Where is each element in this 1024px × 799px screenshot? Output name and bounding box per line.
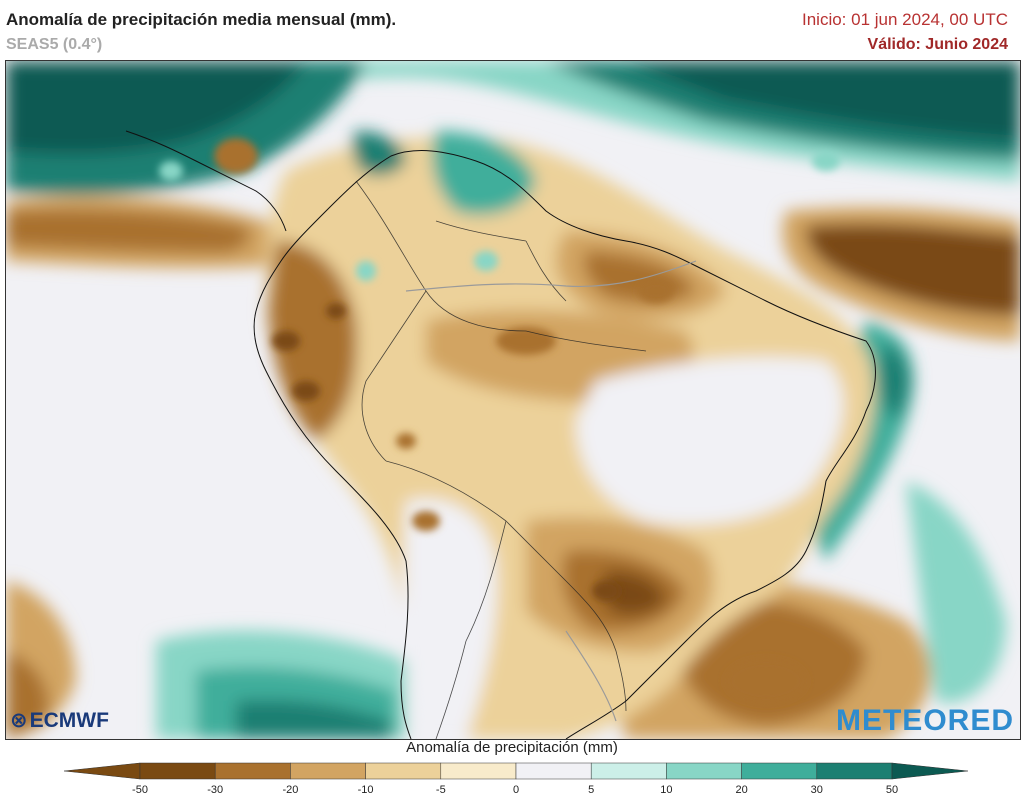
- colorbar-segment: [214, 762, 291, 780]
- colorbar-segment: [290, 762, 366, 780]
- colorbar-high-extend: [891, 762, 968, 780]
- colorbar-title: Anomalía de precipitación (mm): [406, 739, 618, 756]
- valid-date: Válido: Junio 2024: [867, 36, 1008, 53]
- colorbar-segment: [515, 762, 592, 780]
- rivers: [405, 260, 697, 722]
- coastlines: [125, 130, 876, 739]
- colorbar-segment: [365, 762, 442, 780]
- colorbar-tick-label: -10: [357, 784, 374, 796]
- colorbar-tick-label: -50: [132, 784, 148, 796]
- colorbar-tick-label: -30: [207, 784, 224, 796]
- colorbar-low-extend: [64, 762, 141, 780]
- country-borders: [355, 180, 647, 739]
- colorbar-segment: [741, 762, 818, 780]
- colorbar-tick-label: 50: [885, 784, 899, 796]
- colorbar-tick-label: 20: [735, 784, 748, 796]
- colorbar-tick-label: 10: [660, 784, 673, 796]
- init-date: Inicio: 01 jun 2024, 00 UTC: [801, 10, 1008, 29]
- colorbar: [64, 762, 968, 780]
- colorbar-tick-label: 5: [588, 784, 595, 796]
- map-canvas: [6, 61, 1020, 739]
- texture-blobs: [159, 138, 840, 703]
- anomaly-fields: [6, 61, 1020, 739]
- ecmwf-mark-icon: ⊗: [10, 709, 28, 732]
- colorbar-segment: [440, 762, 517, 780]
- colorbar-tick-label: -20: [282, 784, 299, 796]
- meteored-logo: METEORED: [835, 704, 1014, 737]
- colorbar-tick-label: 30: [810, 784, 823, 796]
- colorbar-segment: [666, 762, 742, 780]
- colorbar-tick-label: 0: [512, 784, 520, 796]
- precipitation-anomaly-map: [5, 60, 1021, 740]
- model-subtitle: SEAS5 (0.4°): [6, 36, 103, 53]
- ecmwf-logo-text: ECMWF: [29, 709, 109, 732]
- colorbar-segment: [139, 762, 216, 780]
- ecmwf-logo: ⊗ECMWF: [10, 708, 109, 733]
- map-title: Anomalía de precipitación media mensual …: [6, 10, 397, 29]
- colorbar-segment: [816, 762, 893, 780]
- colorbar-segment: [590, 762, 667, 780]
- colorbar-tick-label: -5: [435, 784, 446, 796]
